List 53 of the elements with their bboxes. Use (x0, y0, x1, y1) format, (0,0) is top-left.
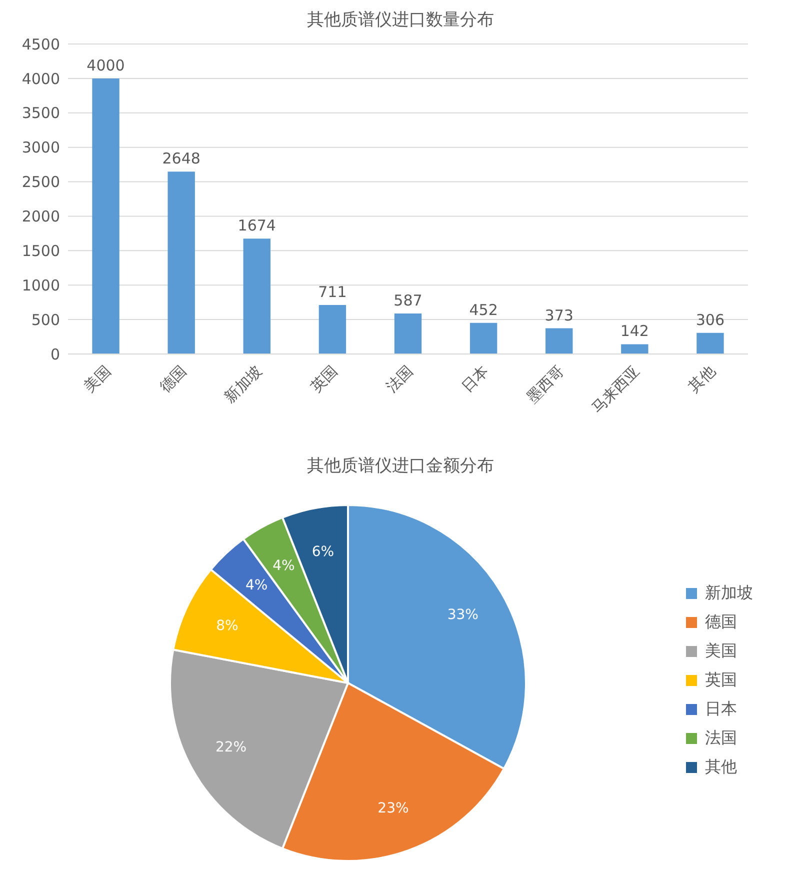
data-label: 4000 (86, 56, 125, 74)
data-label: 6% (312, 544, 334, 560)
bar (394, 314, 422, 354)
y-tick-label: 1500 (22, 242, 60, 260)
legend-label: 美国 (705, 640, 737, 662)
data-label: 1674 (238, 216, 276, 235)
data-label: 4% (272, 558, 295, 574)
bar (546, 328, 573, 354)
bar (696, 332, 724, 354)
legend-label: 英国 (705, 670, 737, 690)
x-tick-label: 马来西亚 (588, 362, 644, 417)
x-tick-label: 美国 (80, 362, 114, 396)
y-tick-label: 1000 (22, 276, 60, 294)
legend-label: 德国 (705, 612, 737, 632)
data-label: 22% (215, 739, 247, 756)
data-label: 23% (378, 800, 409, 817)
x-tick-label: 墨西哥 (523, 362, 568, 406)
y-tick-label: 3000 (22, 138, 60, 157)
y-tick-label: 500 (31, 310, 60, 329)
bar (470, 322, 498, 354)
x-tick-label: 新加坡 (220, 362, 266, 406)
legend-label: 新加坡 (705, 582, 753, 604)
x-tick-label: 德国 (156, 362, 190, 396)
x-tick-label: 英国 (306, 362, 341, 396)
bar (621, 344, 648, 354)
legend-label: 其他 (705, 756, 737, 778)
data-label: 2648 (162, 150, 200, 168)
data-label: 587 (394, 292, 422, 310)
bar (243, 238, 270, 354)
y-tick-label: 2000 (22, 208, 60, 226)
chart-title: 其他质谱仪进口金额分布 (306, 455, 495, 478)
data-label: 373 (544, 306, 574, 324)
y-tick-label: 2500 (22, 173, 60, 192)
y-tick-label: 4000 (22, 70, 60, 88)
legend-label: 日本 (705, 698, 737, 720)
bar (318, 305, 346, 354)
x-tick-label: 日本 (458, 362, 492, 396)
data-label: 8% (216, 618, 238, 634)
y-tick-label: 0 (50, 345, 60, 364)
data-label: 711 (318, 283, 347, 302)
y-tick-label: 4500 (22, 35, 60, 54)
data-label: 33% (447, 607, 478, 624)
bar (92, 78, 120, 354)
bar (168, 172, 195, 354)
data-label: 4% (246, 578, 268, 594)
chart-title: 其他质谱仪进口数量分布 (306, 9, 495, 32)
data-label: 452 (469, 300, 498, 319)
data-label: 142 (620, 322, 649, 340)
x-tick-label: 其他 (684, 362, 719, 396)
x-tick-label: 法国 (382, 362, 416, 396)
y-tick-label: 3500 (22, 104, 60, 122)
legend-label: 法国 (705, 728, 737, 748)
data-label: 306 (696, 310, 725, 329)
